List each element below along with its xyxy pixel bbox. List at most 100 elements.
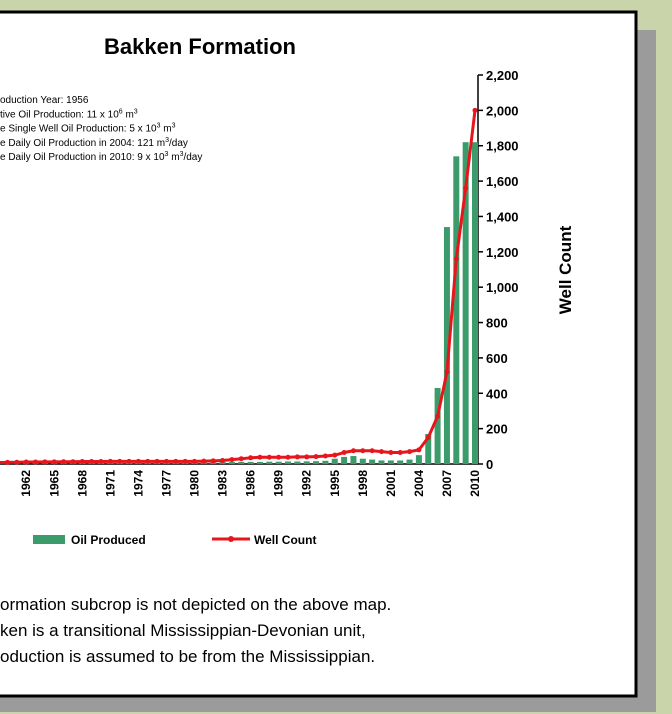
bar (256, 461, 263, 464)
bar (275, 461, 282, 464)
line-marker (192, 458, 197, 464)
y-tick-label: 0 (486, 457, 493, 472)
line (0, 110, 477, 465)
line-marker (444, 369, 450, 375)
line-marker (276, 454, 282, 460)
annotation: e Single Well Oil Production: 5 x 103 m3 (0, 123, 176, 135)
line-marker (350, 448, 356, 454)
x-tick-label: 1971 (103, 470, 117, 497)
bar (266, 461, 273, 464)
bar (453, 156, 460, 464)
line-marker (79, 459, 85, 465)
x-tick-label: 1974 (131, 470, 145, 497)
line-marker (425, 434, 431, 440)
bar (359, 458, 366, 464)
x-tick-label: 2004 (412, 470, 426, 497)
y-tick-label: 200 (486, 422, 508, 437)
caption: ken is a transitional Mississippian-Devo… (0, 621, 366, 640)
annotation-text: 3 (165, 151, 169, 158)
annotation: e Daily Oil Production in 2010: 9 x 103 … (0, 151, 202, 163)
line-marker (163, 458, 169, 464)
y-axis-label: Well Count (556, 225, 575, 314)
line-marker (248, 455, 254, 461)
line-marker (0, 460, 1, 465)
panel (0, 10, 638, 698)
x-tick-label: 1998 (356, 470, 370, 497)
line-marker (220, 457, 226, 463)
line-marker (360, 448, 366, 454)
line-marker (135, 458, 141, 464)
annotation-text: 3 (172, 123, 176, 130)
y-tick-label: 1,400 (486, 209, 519, 224)
legend-swatch-bar (33, 535, 65, 544)
bar (434, 387, 441, 464)
annotation-text: 3 (165, 137, 169, 144)
y-tick-label: 600 (486, 351, 508, 366)
bar (219, 462, 226, 464)
line-marker (463, 185, 469, 191)
bar (247, 461, 254, 464)
line-marker (33, 459, 39, 465)
annotation-text: /day (183, 152, 202, 163)
bar (378, 460, 385, 464)
x-tick-label: 1965 (47, 470, 61, 497)
annotation-text: m (160, 124, 171, 135)
y-tick-label: 1,000 (486, 280, 519, 295)
line-marker (294, 454, 300, 460)
chart-title: Bakken Formation (104, 34, 296, 59)
x-tick-label: 1980 (188, 470, 202, 497)
legend-label: Well Count (254, 533, 316, 547)
annotation-text: e Daily Oil Production in 2004: 121 m (0, 138, 165, 149)
line-marker (379, 449, 384, 455)
line-marker (313, 454, 319, 460)
annotation-text: 3 (180, 151, 184, 158)
annotation-text: /day (169, 138, 188, 149)
y-tick-label: 1,600 (486, 174, 519, 189)
bar (406, 459, 413, 464)
line-marker (322, 453, 328, 459)
line-marker (173, 458, 179, 464)
line-marker (201, 458, 207, 464)
x-tick-label: 2007 (440, 470, 454, 497)
bar (397, 460, 404, 464)
line-marker (238, 456, 244, 462)
bar (313, 461, 320, 464)
line-marker (154, 458, 160, 464)
y-tick-label: 400 (486, 386, 508, 401)
bar (331, 458, 338, 464)
line-marker (145, 458, 151, 464)
x-tick-label: 2010 (468, 470, 482, 497)
line-marker (61, 459, 67, 465)
y-tick-label: 800 (486, 316, 508, 331)
bar (443, 227, 450, 464)
bar (387, 460, 394, 464)
x-tick-label: 1986 (244, 470, 258, 497)
annotation-text: e Daily Oil Production in 2010: 9 x 10 (0, 152, 165, 163)
line-marker (117, 458, 123, 464)
y-tick-label: 2,200 (486, 68, 519, 83)
line-marker (89, 459, 95, 465)
bar (341, 456, 348, 464)
x-tick-label: 1962 (19, 470, 33, 497)
caption: oduction is assumed to be from the Missi… (0, 647, 375, 666)
legend-swatch-marker (228, 536, 234, 542)
x-tick-label: 1989 (272, 470, 286, 497)
y-tick-label: 1,200 (486, 245, 519, 260)
bar (415, 455, 422, 464)
bar (350, 456, 357, 464)
line-marker (304, 454, 310, 460)
line-marker (210, 458, 216, 464)
x-tick-label: 1977 (159, 470, 173, 497)
line-marker (182, 458, 188, 464)
annotation: e Daily Oil Production in 2004: 121 m3/d… (0, 137, 188, 149)
line-marker (341, 450, 347, 456)
bar (238, 461, 245, 464)
line-marker (388, 450, 394, 456)
legend-label: Oil Produced (71, 533, 146, 547)
y-tick-label: 1,800 (486, 139, 519, 154)
bar (425, 433, 432, 464)
x-tick-label: 1983 (216, 470, 230, 497)
annotation-text: 3 (157, 123, 161, 130)
line-marker (126, 458, 132, 464)
